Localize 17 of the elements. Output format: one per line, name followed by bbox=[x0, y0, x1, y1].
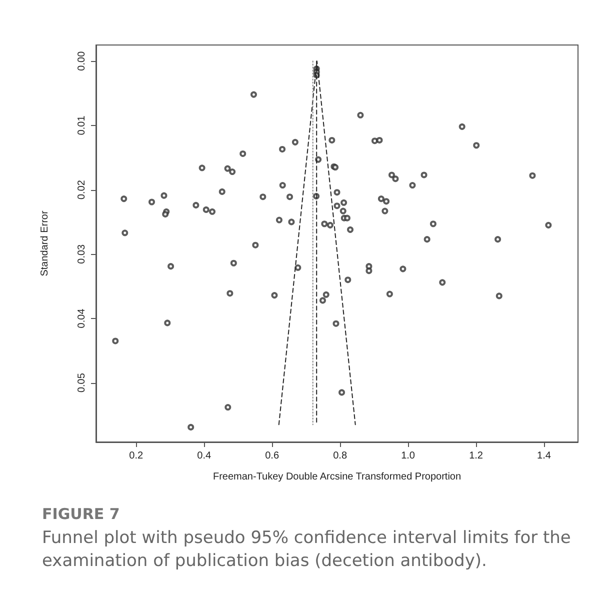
y-axis-title: Standard Error bbox=[40, 210, 50, 276]
y-tick-label: 0.00 bbox=[76, 50, 88, 71]
y-tick-label: 0.03 bbox=[76, 244, 88, 264]
x-tick-label: 0.8 bbox=[333, 450, 348, 462]
x-tick-label: 0.4 bbox=[197, 450, 212, 462]
x-tick-label: 1.0 bbox=[401, 450, 416, 462]
caption: FIGURE 7 bbox=[42, 505, 121, 523]
x-tick-label: 0.6 bbox=[265, 450, 280, 462]
x-tick-label: 1.4 bbox=[537, 450, 552, 462]
y-tick-label: 0.05 bbox=[76, 372, 88, 393]
y-tick-label: 0.01 bbox=[76, 115, 88, 136]
text: Funnel plot with pseudo 95% confidence interval limits for the examination of publication bias (decetion antibody). bbox=[42, 527, 572, 573]
x-axis-title: Freeman-Tukey Double Arcsine Transformed Proportion bbox=[212, 472, 462, 482]
x-tick-label: 0.2 bbox=[129, 450, 144, 462]
y-tick-label: 0.02 bbox=[76, 180, 88, 200]
x-tick-label: 1.2 bbox=[469, 450, 484, 462]
y-tick-label: 0.04 bbox=[76, 308, 88, 328]
